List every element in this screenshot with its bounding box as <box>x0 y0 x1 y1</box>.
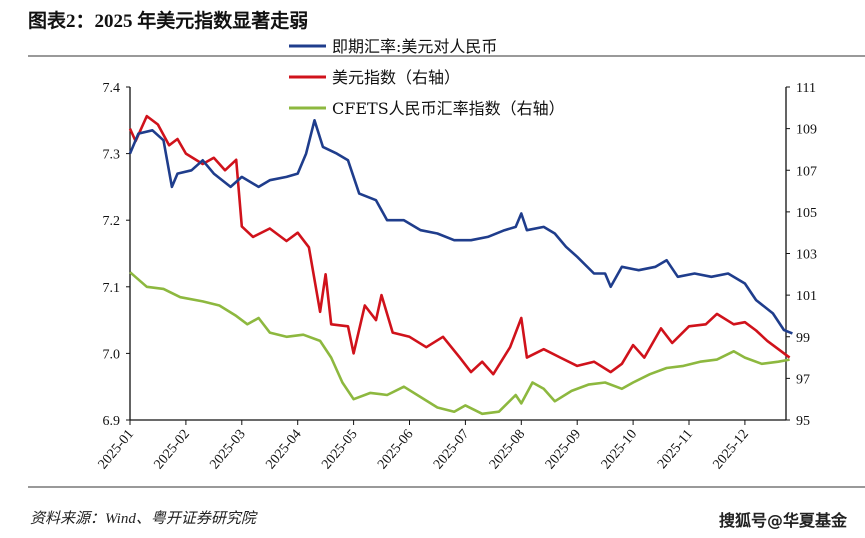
x-tick-label: 2025-02 <box>151 427 192 472</box>
legend-label: 美元指数（右轴） <box>332 68 460 87</box>
right-tick-label: 101 <box>796 289 817 304</box>
x-tick-label: 2025-08 <box>487 427 528 472</box>
right-tick-label: 99 <box>796 331 810 346</box>
series-line <box>128 114 791 376</box>
x-tick-label: 2025-06 <box>375 427 416 472</box>
x-tick-label: 2025-12 <box>710 427 751 472</box>
x-tick-label: 2025-03 <box>207 427 248 472</box>
footer-divider <box>28 486 865 488</box>
title-divider <box>28 55 865 57</box>
x-tick-label: 2025-09 <box>543 427 584 472</box>
right-tick-label: 105 <box>796 206 817 221</box>
x-tick-label: 2025-05 <box>319 427 360 472</box>
left-tick-label: 6.9 <box>103 414 121 429</box>
x-tick-label: 2025-10 <box>599 427 640 472</box>
right-tick-label: 97 <box>796 372 810 387</box>
source-note: 资料来源：Wind、粤开证券研究院 <box>30 511 256 527</box>
legend-label: 即期汇率:美元对人民币 <box>332 37 497 56</box>
right-tick-label: 107 <box>796 164 817 179</box>
chart-title: 图表2：2025 年美元指数显著走弱 <box>28 11 309 32</box>
right-tick-label: 103 <box>796 248 817 263</box>
left-tick-label: 7.1 <box>103 281 121 296</box>
left-tick-label: 7.4 <box>103 81 121 96</box>
left-tick-label: 7.0 <box>103 347 121 362</box>
left-tick-label: 7.2 <box>103 214 121 229</box>
x-tick-label: 2025-04 <box>263 427 304 472</box>
right-tick-label: 95 <box>796 414 810 429</box>
series-line <box>129 271 790 416</box>
x-tick-label: 2025-07 <box>431 427 472 472</box>
right-tick-label: 109 <box>796 123 817 138</box>
series-lines <box>128 114 793 416</box>
x-tick-label: 2025-01 <box>96 427 137 472</box>
right-tick-label: 111 <box>796 81 816 96</box>
left-tick-label: 7.3 <box>103 148 121 163</box>
x-tick-label: 2025-11 <box>655 427 696 472</box>
legend-label: CFETS人民币汇率指数（右轴） <box>332 99 565 118</box>
series-line <box>128 119 793 335</box>
watermark: 搜狐号@华夏基金 <box>718 511 847 530</box>
